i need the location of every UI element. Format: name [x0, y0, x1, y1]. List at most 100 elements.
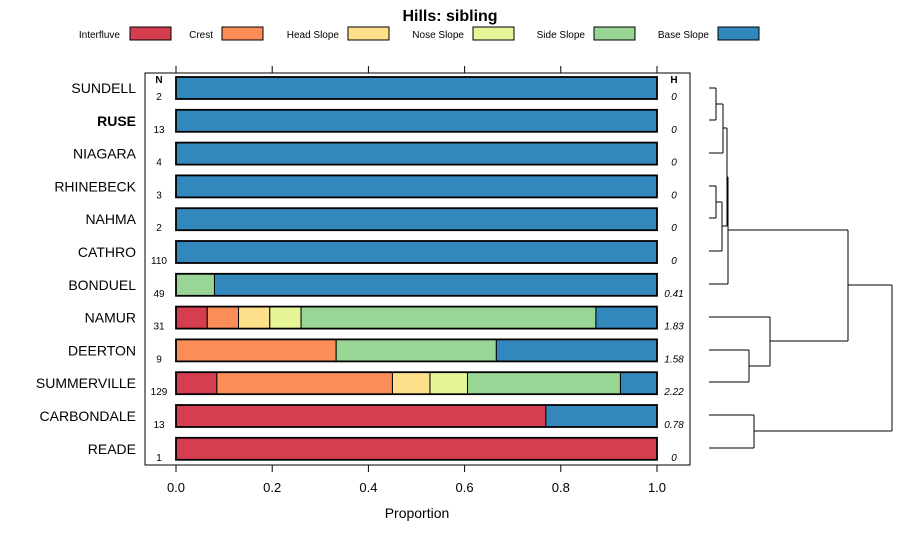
- bar-segment-base-slope: [545, 404, 658, 428]
- bar-segment-head-slope: [238, 306, 271, 330]
- bar-segment-base-slope: [175, 207, 658, 231]
- h-value: 0: [671, 92, 677, 103]
- h-value: 0: [671, 223, 677, 234]
- n-value: 110: [151, 256, 167, 267]
- bar-segment-base-slope: [175, 240, 658, 264]
- x-tick-label-0: 0.0: [167, 480, 185, 495]
- bar-outline: [175, 371, 658, 396]
- legend-label-4: Side Slope: [537, 30, 586, 41]
- bar-segment-side-slope: [175, 273, 215, 297]
- h-value: 0: [671, 453, 677, 464]
- row-label: CATHRO: [78, 244, 136, 260]
- bar-row-rhinebeck: RHINEBECK 3 0: [54, 174, 677, 201]
- legend-swatch-1: [221, 26, 264, 41]
- bar-segment-base-slope: [619, 371, 658, 395]
- bar-outline: [175, 207, 658, 232]
- n-value: 2: [156, 223, 162, 234]
- bar-outline: [175, 404, 658, 428]
- bar-segment-interfluve: [175, 306, 208, 330]
- bar-segment-crest: [175, 338, 337, 362]
- bar-outline: [175, 338, 658, 363]
- bar-segment-nose-slope: [269, 306, 302, 330]
- row-label: READE: [88, 441, 136, 457]
- legend-swatch-4: [593, 26, 636, 41]
- legend-label-2: Head Slope: [287, 30, 340, 41]
- h-value: 0: [671, 125, 677, 136]
- chart-title: Hills: sibling: [402, 8, 497, 25]
- bar-segment-base-slope: [175, 109, 658, 133]
- h-value: 1.83: [664, 322, 684, 333]
- row-label: NAMUR: [85, 310, 136, 326]
- n-value: 129: [151, 387, 168, 398]
- n-value: 13: [153, 125, 165, 136]
- h-value: 0: [671, 158, 677, 169]
- bar-segment-side-slope: [300, 306, 597, 330]
- row-label: BONDUEL: [68, 277, 136, 293]
- x-axis-title: Proportion: [385, 505, 450, 521]
- bar-segment-base-slope: [175, 142, 658, 166]
- x-tick-label-2: 0.4: [359, 480, 377, 495]
- bar-row-bonduel: BONDUEL 49 0.41: [68, 272, 684, 300]
- bar-segment-side-slope: [335, 338, 497, 362]
- n-value: 31: [153, 322, 165, 333]
- bar-segment-base-slope: [175, 76, 658, 100]
- legend: Interfluve Crest Head Slope Nose Slope Side …: [79, 26, 760, 41]
- bar-row-deerton: DEERTON 9 1.58: [68, 338, 684, 365]
- n-value: 2: [156, 92, 162, 103]
- bar-row-niagara: NIAGARA 4 0: [73, 141, 677, 169]
- legend-swatch-3: [472, 26, 515, 41]
- bar-segment-interfluve: [175, 404, 547, 428]
- bar-row-summerville: SUMMERVILLE 129 2.22: [36, 371, 684, 398]
- bar-outline: [175, 76, 658, 100]
- row-label: RHINEBECK: [54, 178, 136, 194]
- x-axis: 0.0 0.2 0.4 0.6 0.8 1.0: [167, 465, 666, 495]
- n-value: 13: [153, 420, 165, 431]
- bar-segment-interfluve: [175, 437, 658, 461]
- legend-swatch-2: [347, 26, 390, 41]
- n-value: 3: [156, 190, 162, 201]
- bar-outline: [175, 240, 658, 264]
- bar-row-ruse: RUSE 13 0: [97, 108, 677, 136]
- bar-outline: [175, 436, 658, 461]
- x-tick-label-4: 0.8: [552, 480, 570, 495]
- bar-segment-base-slope: [595, 306, 658, 330]
- x-tick-label-3: 0.6: [456, 480, 474, 495]
- bar-row-carbondale: CARBONDALE 13 0.78: [40, 404, 684, 431]
- legend-swatch-5: [717, 26, 760, 41]
- n-value: 4: [156, 158, 162, 169]
- n-column-header: N: [155, 75, 162, 86]
- bar-segment-crest: [206, 306, 240, 330]
- bar-segment-base-slope: [175, 174, 658, 198]
- x-tick-label-5: 1.0: [648, 480, 666, 495]
- bar-outline: [175, 305, 658, 330]
- bar-segment-side-slope: [466, 371, 621, 395]
- bar-outline: [175, 108, 658, 133]
- n-value: 49: [153, 289, 165, 300]
- top-axis-ticks: [175, 66, 658, 73]
- plot-panel: [144, 72, 691, 466]
- row-label: DEERTON: [68, 342, 136, 358]
- row-label: NIAGARA: [73, 146, 137, 162]
- dendrogram: [709, 87, 893, 449]
- legend-swatch-0: [129, 26, 172, 41]
- row-label: RUSE: [97, 113, 136, 129]
- bar-row-sundell: SUNDELL 2 0: [71, 76, 677, 103]
- bar-outline: [175, 141, 658, 166]
- bar-segment-crest: [216, 371, 393, 395]
- bar-segment-head-slope: [391, 371, 431, 395]
- legend-label-5: Base Slope: [658, 30, 710, 41]
- h-value: 0: [671, 190, 677, 201]
- x-tick-label-1: 0.2: [263, 480, 281, 495]
- legend-label-3: Nose Slope: [412, 30, 464, 41]
- bar-row-nahma: NAHMA 2 0: [85, 207, 677, 234]
- legend-label-1: Crest: [189, 30, 213, 41]
- h-value: 0.41: [664, 289, 683, 300]
- bar-row-namur: NAMUR 31 1.83: [85, 305, 684, 333]
- bar-segment-base-slope: [213, 273, 658, 297]
- bar-segment-nose-slope: [429, 371, 468, 395]
- n-value: 1: [156, 453, 162, 464]
- bar-segment-base-slope: [495, 338, 658, 362]
- h-value: 2.22: [663, 387, 684, 398]
